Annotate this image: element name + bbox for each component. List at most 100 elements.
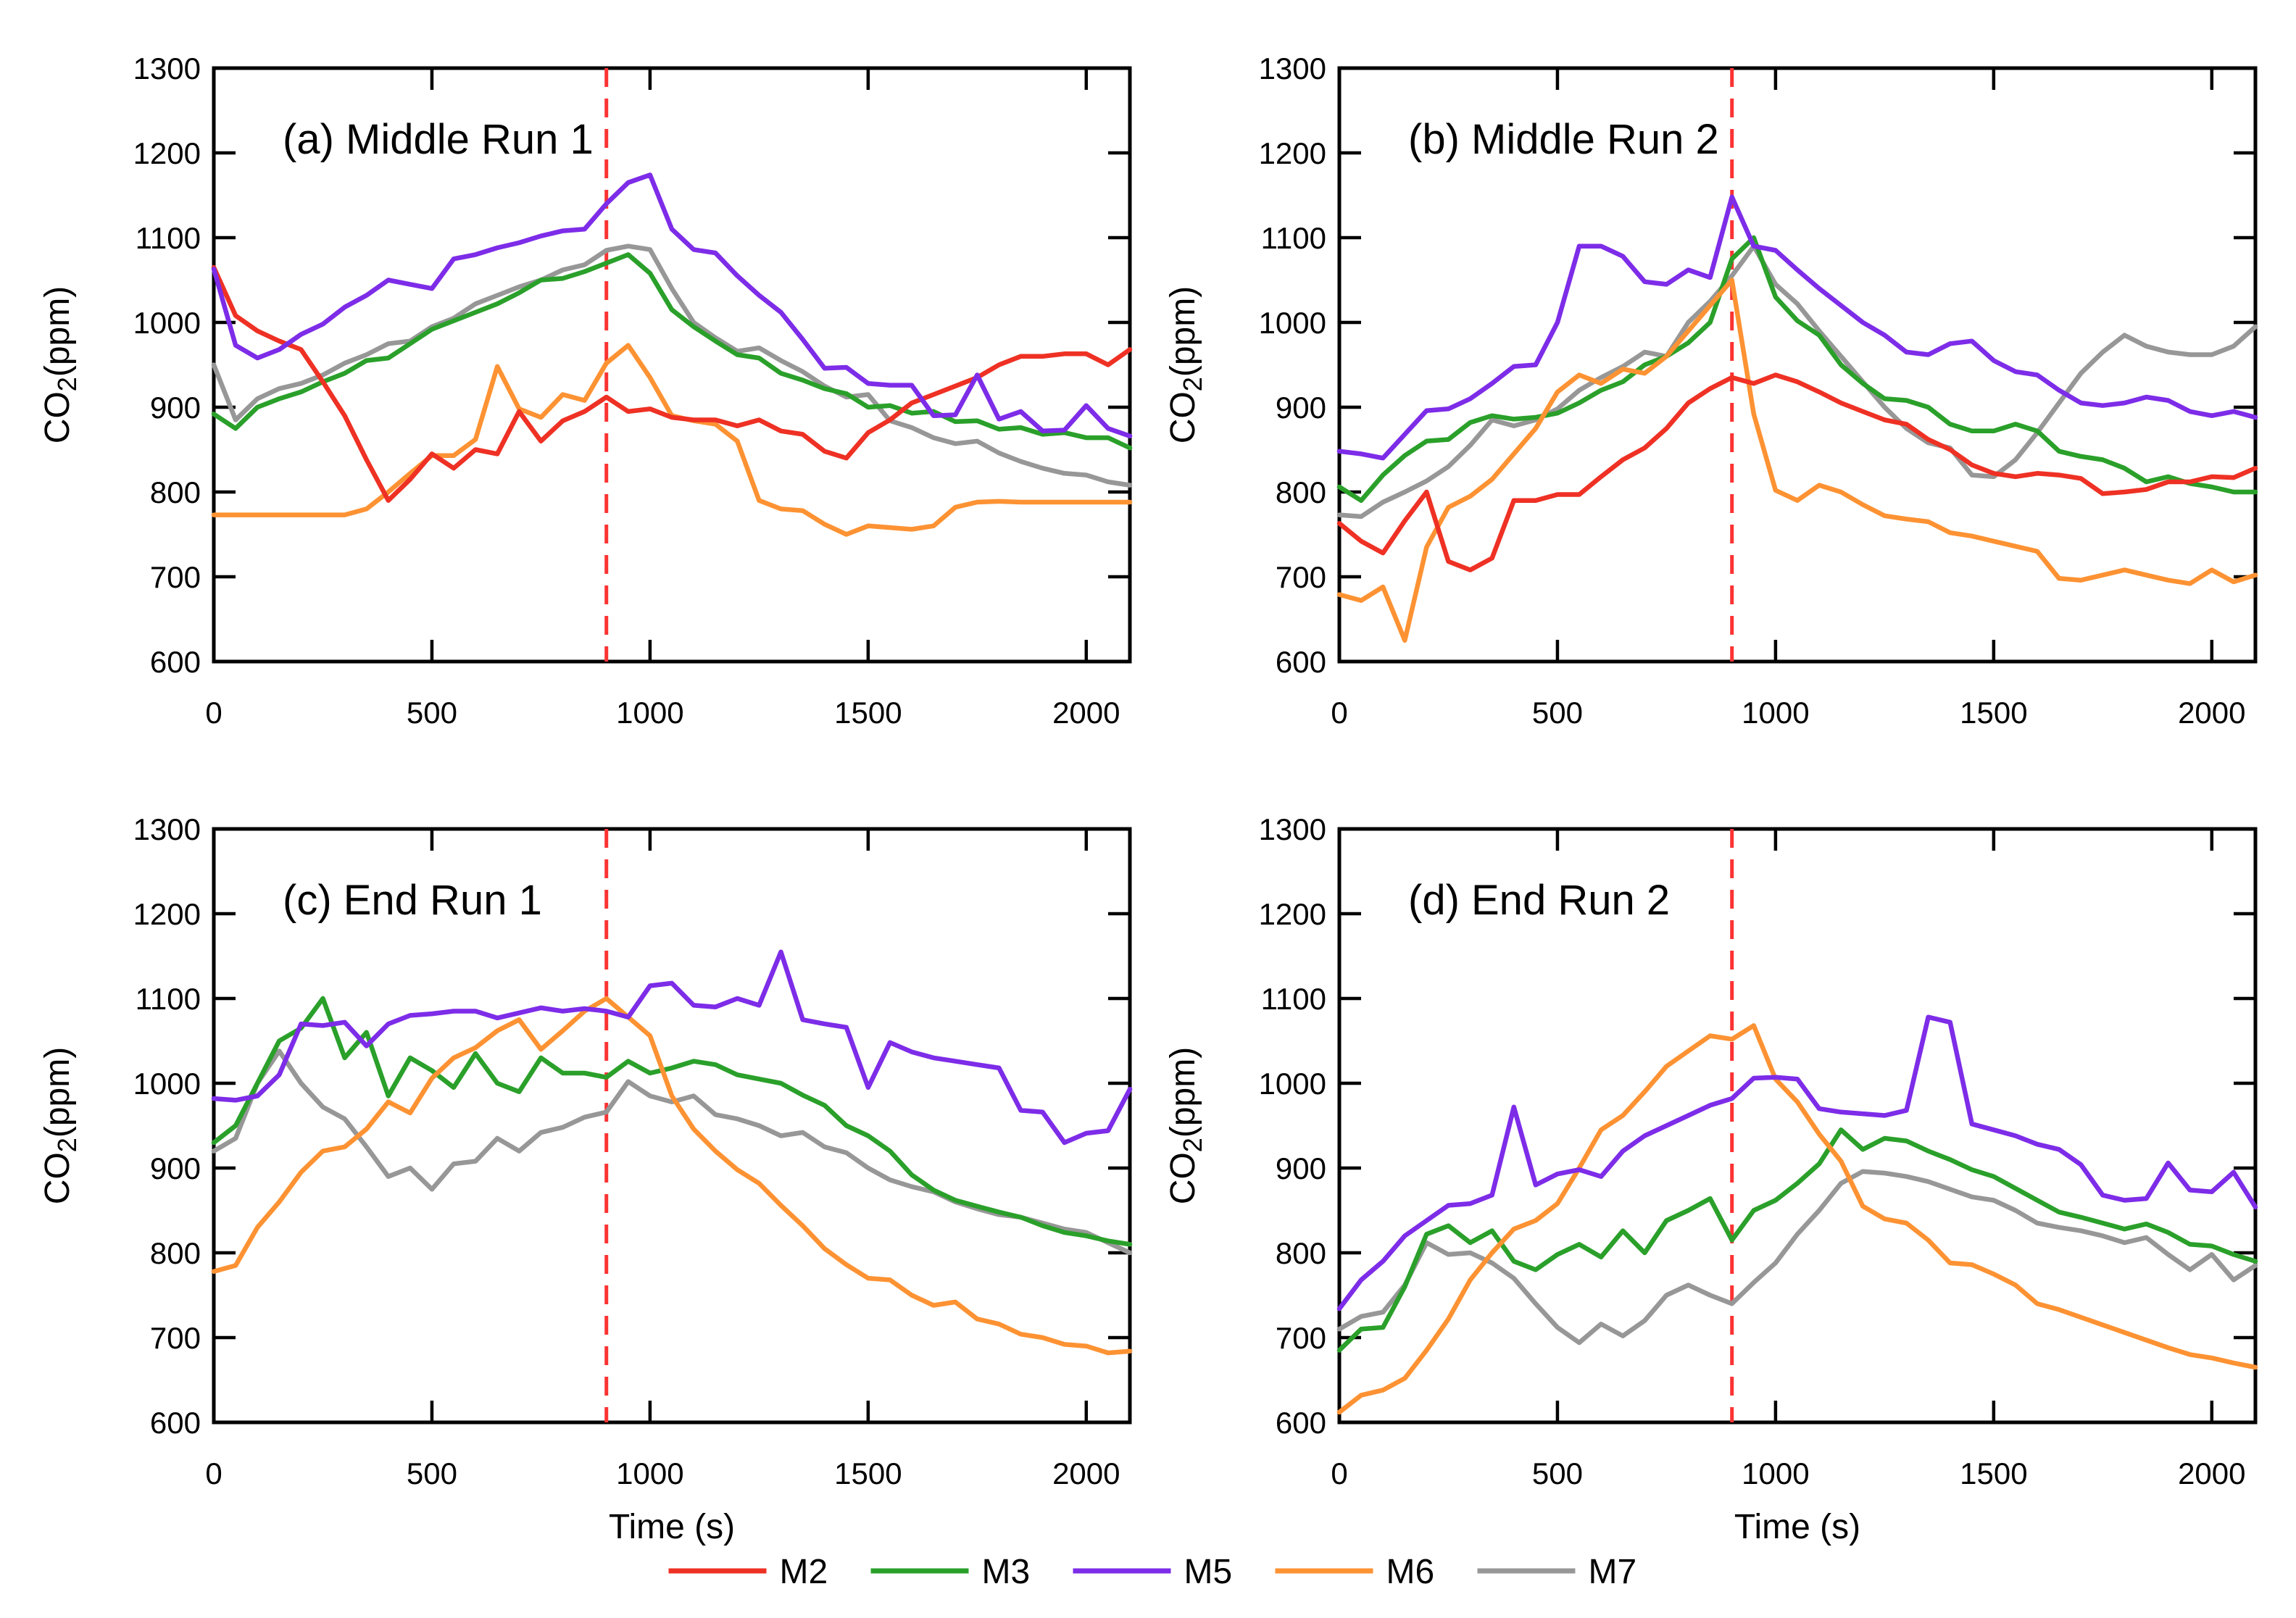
y-tick-label: 1300 bbox=[133, 812, 201, 846]
panel-title: (c) End Run 1 bbox=[283, 877, 542, 924]
x-axis-label: Time (s) bbox=[1734, 1508, 1860, 1546]
panel-title: (a) Middle Run 1 bbox=[283, 116, 594, 163]
y-axis-label: CO2(ppm) bbox=[1164, 286, 1207, 443]
series-M5-line bbox=[211, 172, 1133, 439]
y-axis-label-text: CO2(ppm) bbox=[38, 286, 82, 443]
y-tick-label: 1000 bbox=[1259, 306, 1326, 340]
y-tick-label: 1100 bbox=[1261, 221, 1326, 255]
x-tick-label: 0 bbox=[1331, 1456, 1347, 1490]
y-axis-label-text: CO2(ppm) bbox=[1164, 1047, 1207, 1204]
x-tick-label: 1500 bbox=[1960, 696, 2027, 730]
y-tick-label: 1100 bbox=[136, 221, 201, 255]
series-M5-line bbox=[1336, 194, 2258, 461]
series-M3-line bbox=[1336, 235, 2258, 503]
y-axis-label: CO2(ppm) bbox=[38, 286, 82, 443]
series-M3-line bbox=[211, 252, 1133, 451]
y-tick-label: 1200 bbox=[1259, 897, 1326, 931]
x-tick-label: 2000 bbox=[1052, 1456, 1120, 1490]
y-tick-label: 1200 bbox=[1259, 136, 1326, 170]
y-tick-label: 600 bbox=[150, 1406, 201, 1440]
panel-b: 0 500 1000 1500 2000 600 700 800 900 1000 1100 1200… bbox=[1164, 51, 2258, 730]
y-axis-label: CO2(ppm) bbox=[38, 1047, 82, 1204]
y-tick-label: 1200 bbox=[133, 136, 201, 170]
series-M5-line bbox=[1336, 1014, 2258, 1312]
series-M6-line bbox=[211, 996, 1133, 1356]
x-tick-label: 2000 bbox=[2178, 696, 2245, 730]
y-tick-label: 900 bbox=[150, 391, 201, 425]
x-tick-label: 1000 bbox=[1742, 696, 1809, 730]
legend-item-M6: M6 bbox=[1275, 1553, 1435, 1591]
series-M6-line bbox=[211, 343, 1133, 537]
y-tick-label: 700 bbox=[150, 1321, 201, 1355]
series-M5-line bbox=[211, 949, 1133, 1146]
plot-frame bbox=[1337, 827, 2258, 1425]
legend-item-M7: M7 bbox=[1477, 1553, 1637, 1591]
y-tick-label: 1100 bbox=[1261, 982, 1326, 1016]
x-tick-label: 500 bbox=[1532, 1456, 1583, 1490]
x-tick-label: 2000 bbox=[1052, 696, 1120, 730]
legend-item-M5: M5 bbox=[1073, 1553, 1233, 1591]
panel-d: 0 500 1000 1500 2000 600 700 800 900 1000 1100 1200… bbox=[1164, 812, 2258, 1546]
x-tick-label: 1500 bbox=[834, 1456, 902, 1490]
y-tick-label: 1300 bbox=[1259, 51, 1326, 86]
legend-label: M2 bbox=[780, 1553, 828, 1591]
y-tick-label: 800 bbox=[1276, 475, 1326, 509]
y-tick-label: 600 bbox=[150, 645, 201, 679]
y-tick-label: 800 bbox=[150, 1236, 201, 1270]
legend: M2 M3 M5 M6 M7 bbox=[668, 1553, 1637, 1591]
y-tick-label: 700 bbox=[1276, 560, 1326, 594]
y-tick-label: 900 bbox=[1276, 1151, 1326, 1185]
y-tick-label: 800 bbox=[1276, 1236, 1326, 1270]
x-tick-label: 1000 bbox=[616, 696, 683, 730]
x-tick-label: 1000 bbox=[1742, 1456, 1809, 1490]
y-tick-label: 600 bbox=[1276, 1406, 1326, 1440]
series-M2-line bbox=[1336, 372, 2258, 572]
x-axis-label: Time (s) bbox=[609, 1508, 735, 1546]
y-tick-label: 1200 bbox=[133, 897, 201, 931]
x-tick-label: 500 bbox=[407, 1456, 457, 1490]
y-tick-label: 1000 bbox=[133, 306, 201, 340]
x-tick-label: 500 bbox=[1532, 696, 1583, 730]
y-tick-label: 700 bbox=[1276, 1321, 1326, 1355]
y-axis-label-text: CO2(ppm) bbox=[38, 1047, 82, 1204]
legend-item-M3: M3 bbox=[870, 1553, 1031, 1591]
y-tick-label: 700 bbox=[150, 560, 201, 594]
y-tick-label: 1300 bbox=[133, 51, 201, 86]
panel-title: (b) Middle Run 2 bbox=[1408, 116, 1719, 163]
series-M7-line bbox=[1336, 243, 2258, 520]
x-tick-label: 0 bbox=[205, 1456, 222, 1490]
x-tick-label: 0 bbox=[1331, 696, 1347, 730]
x-tick-label: 1500 bbox=[834, 696, 902, 730]
series-M6-line bbox=[1336, 278, 2258, 643]
y-tick-label: 1300 bbox=[1259, 812, 1326, 846]
y-tick-label: 800 bbox=[150, 475, 201, 509]
panel-a: 0 500 1000 1500 2000 600 700 800 900 1000 1100 1200… bbox=[38, 51, 1133, 730]
y-axis-label: CO2(ppm) bbox=[1164, 1047, 1207, 1204]
x-tick-label: 2000 bbox=[2178, 1456, 2245, 1490]
series-M7-line bbox=[211, 1048, 1133, 1256]
legend-label: M6 bbox=[1386, 1553, 1435, 1591]
series-M7-line bbox=[1336, 1169, 2258, 1346]
legend-item-M2: M2 bbox=[668, 1553, 828, 1591]
legend-label: M5 bbox=[1184, 1553, 1233, 1591]
series-M3-line bbox=[1336, 1127, 2258, 1353]
x-tick-label: 0 bbox=[205, 696, 222, 730]
panel-title: (d) End Run 2 bbox=[1408, 877, 1670, 924]
y-tick-label: 1000 bbox=[133, 1067, 201, 1101]
legend-label: M7 bbox=[1589, 1553, 1637, 1591]
y-axis-label-text: CO2(ppm) bbox=[1164, 286, 1207, 443]
x-tick-label: 1500 bbox=[1960, 1456, 2027, 1490]
series-M3-line bbox=[211, 996, 1133, 1247]
x-tick-label: 1000 bbox=[616, 1456, 683, 1490]
panel-c: 0 500 1000 1500 2000 600 700 800 900 1000 1100 1200… bbox=[38, 812, 1133, 1546]
y-tick-label: 600 bbox=[1276, 645, 1326, 679]
y-tick-label: 1100 bbox=[136, 982, 201, 1016]
series-M7-line bbox=[211, 243, 1133, 488]
y-tick-label: 1000 bbox=[1259, 1067, 1326, 1101]
plot-frame bbox=[1337, 66, 2258, 664]
y-tick-label: 900 bbox=[150, 1151, 201, 1185]
legend-label: M3 bbox=[982, 1553, 1031, 1591]
series-M6-line bbox=[1336, 1023, 2258, 1415]
